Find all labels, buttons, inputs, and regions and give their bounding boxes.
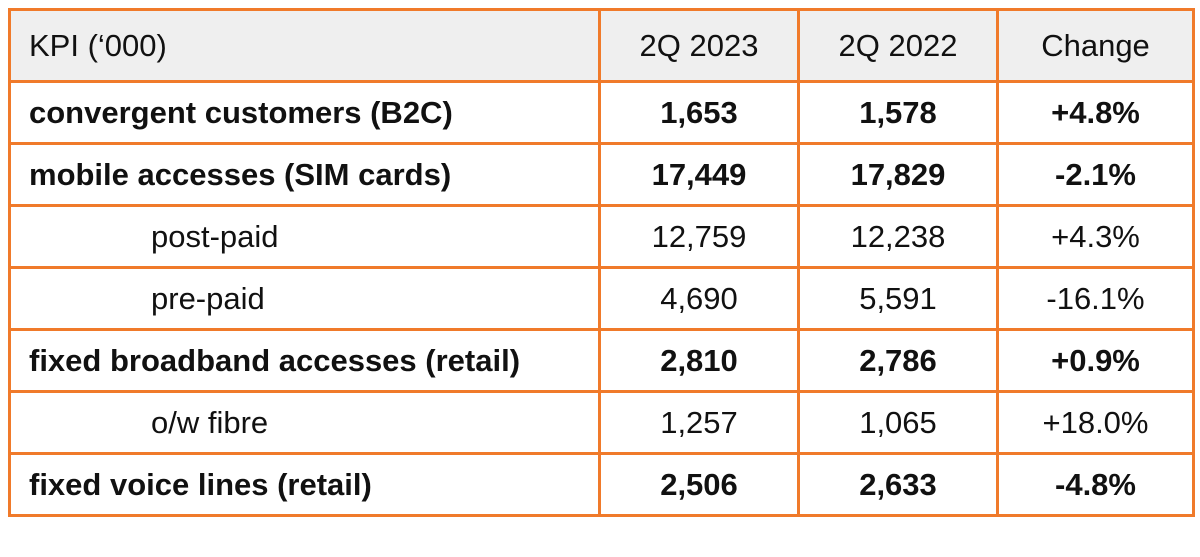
kpi-table-container: KPI (‘000) 2Q 2023 2Q 2022 Change conver… xyxy=(8,8,1195,517)
cell-change: -2.1% xyxy=(996,142,1195,207)
cell-2q-2022: 12,238 xyxy=(797,204,999,269)
table-row: post-paid 12,759 12,238 +4.3% xyxy=(8,204,1195,269)
row-label: post-paid xyxy=(8,204,601,269)
cell-2q-2022: 1,065 xyxy=(797,390,999,455)
row-label: mobile accesses (SIM cards) xyxy=(8,142,601,207)
table-row: convergent customers (B2C) 1,653 1,578 +… xyxy=(8,80,1195,145)
cell-2q-2023: 2,810 xyxy=(598,328,800,393)
row-label: o/w fibre xyxy=(8,390,601,455)
row-label: fixed voice lines (retail) xyxy=(8,452,601,517)
cell-2q-2022: 17,829 xyxy=(797,142,999,207)
table-header-row: KPI (‘000) 2Q 2023 2Q 2022 Change xyxy=(8,8,1195,83)
table-row: o/w fibre 1,257 1,065 +18.0% xyxy=(8,390,1195,455)
cell-2q-2023: 17,449 xyxy=(598,142,800,207)
cell-2q-2022: 1,578 xyxy=(797,80,999,145)
row-label: convergent customers (B2C) xyxy=(8,80,601,145)
cell-change: -16.1% xyxy=(996,266,1195,331)
cell-change: +0.9% xyxy=(996,328,1195,393)
cell-change: +4.8% xyxy=(996,80,1195,145)
cell-2q-2023: 4,690 xyxy=(598,266,800,331)
cell-2q-2023: 2,506 xyxy=(598,452,800,517)
cell-2q-2023: 1,257 xyxy=(598,390,800,455)
table-row: fixed voice lines (retail) 2,506 2,633 -… xyxy=(8,452,1195,517)
cell-2q-2023: 12,759 xyxy=(598,204,800,269)
header-2q-2023: 2Q 2023 xyxy=(598,8,800,83)
cell-change: +4.3% xyxy=(996,204,1195,269)
kpi-table: KPI (‘000) 2Q 2023 2Q 2022 Change conver… xyxy=(8,8,1195,517)
header-change: Change xyxy=(996,8,1195,83)
header-kpi: KPI (‘000) xyxy=(8,8,601,83)
row-label: pre-paid xyxy=(8,266,601,331)
table-row: pre-paid 4,690 5,591 -16.1% xyxy=(8,266,1195,331)
cell-2q-2023: 1,653 xyxy=(598,80,800,145)
row-label: fixed broadband accesses (retail) xyxy=(8,328,601,393)
cell-2q-2022: 5,591 xyxy=(797,266,999,331)
cell-2q-2022: 2,786 xyxy=(797,328,999,393)
cell-change: +18.0% xyxy=(996,390,1195,455)
table-row: mobile accesses (SIM cards) 17,449 17,82… xyxy=(8,142,1195,207)
table-row: fixed broadband accesses (retail) 2,810 … xyxy=(8,328,1195,393)
cell-2q-2022: 2,633 xyxy=(797,452,999,517)
header-2q-2022: 2Q 2022 xyxy=(797,8,999,83)
cell-change: -4.8% xyxy=(996,452,1195,517)
